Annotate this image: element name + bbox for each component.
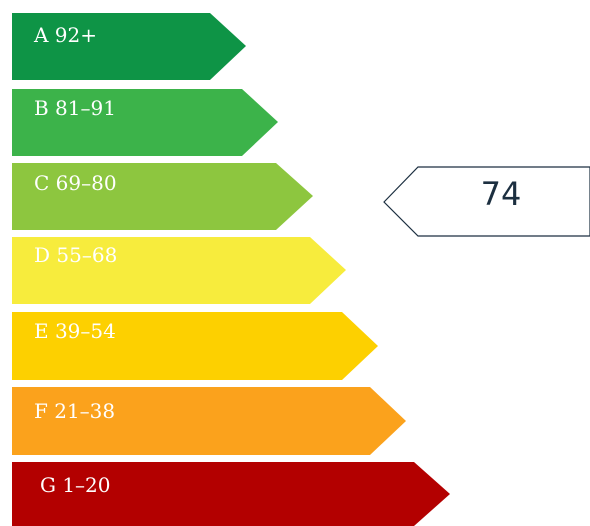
rating-band-e-arrow <box>12 312 378 380</box>
rating-band-f: F 21–38 <box>12 387 406 455</box>
current-score-pointer <box>383 166 590 237</box>
rating-band-d-label: D 55–68 <box>34 243 117 267</box>
rating-band-f-label: F 21–38 <box>34 399 115 423</box>
rating-band-d: D 55–68 <box>12 237 346 304</box>
rating-band-e-label: E 39–54 <box>34 319 116 343</box>
rating-band-a-label: A 92+ <box>33 23 97 47</box>
rating-band-b-label: B 81–91 <box>34 96 116 120</box>
current-score-indicator: 74 <box>383 166 590 237</box>
rating-band-a: A 92+ <box>12 13 246 80</box>
rating-band-g-label: G 1–20 <box>40 473 111 497</box>
rating-band-f-arrow <box>12 387 406 455</box>
rating-band-b: B 81–91 <box>12 89 278 156</box>
rating-band-c-arrow <box>12 163 313 230</box>
rating-band-c-label: C 69–80 <box>34 171 117 195</box>
rating-band-g-arrow <box>12 462 450 526</box>
rating-band-e: E 39–54 <box>12 312 378 380</box>
current-score-value: 74 <box>481 175 522 213</box>
rating-band-c: C 69–80 <box>12 163 313 230</box>
rating-band-a-arrow <box>12 13 246 80</box>
rating-band-d-arrow <box>12 237 346 304</box>
rating-band-b-arrow <box>12 89 278 156</box>
rating-band-g: G 1–20 <box>12 462 450 526</box>
